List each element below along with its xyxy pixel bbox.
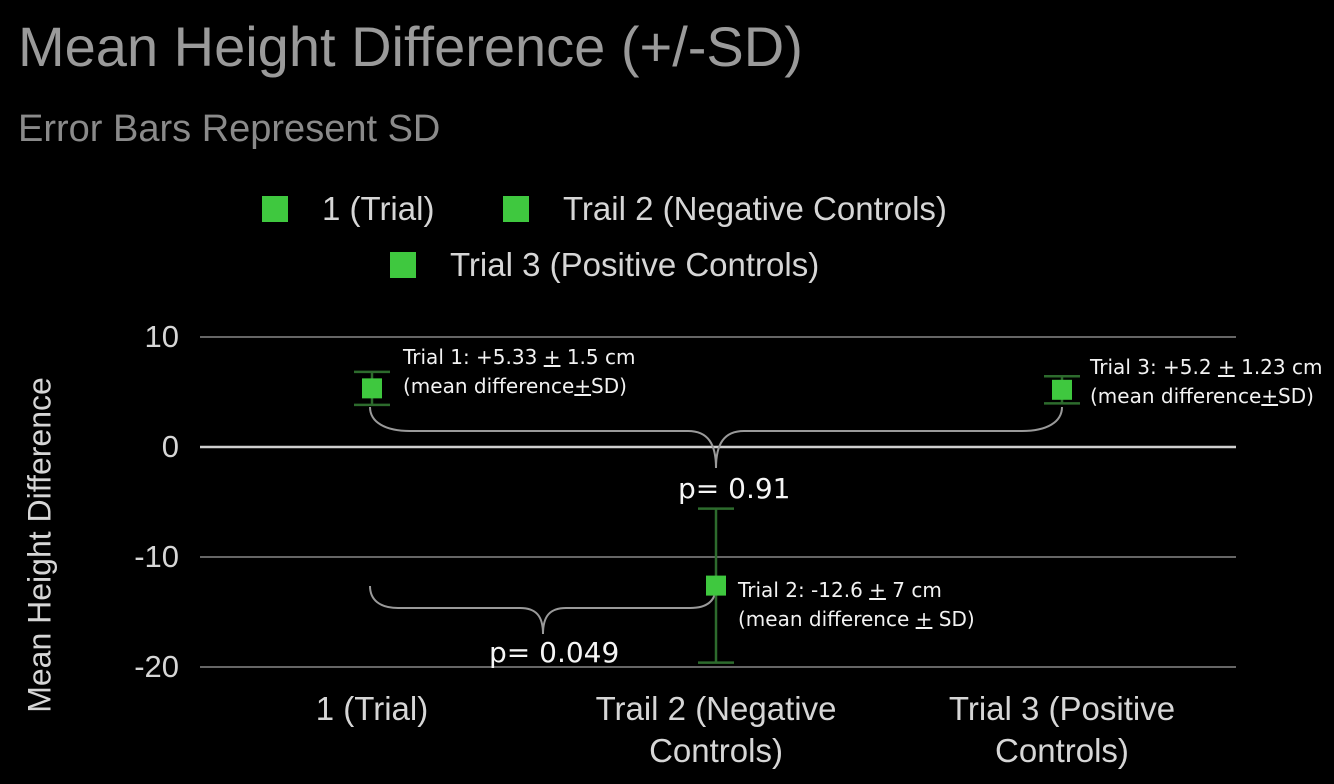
annotation-text: 7 cm: [885, 578, 942, 602]
annotation-text: 1.23 cm: [1234, 355, 1323, 379]
annotation-text: Trial 2: -12.6: [738, 578, 870, 602]
y-tick-label: 0: [161, 429, 179, 464]
legend-item-trial-2: Trail 2 (Negative Controls): [503, 190, 947, 228]
plus-minus-sign: +: [869, 578, 886, 602]
annotation-text: SD): [591, 374, 627, 398]
plus-minus-sign: +: [543, 345, 561, 369]
data-point: [1052, 379, 1072, 400]
p-value-trial1-trial2: p= 0.049: [489, 636, 620, 669]
annotation-trial-1: Trial 1: +5.33 + 1.5 cm (mean difference…: [403, 343, 635, 401]
annotation-text: SD): [1278, 384, 1314, 408]
legend-label-trial-2: Trail 2 (Negative Controls): [563, 190, 947, 227]
annotation-text: (mean difference: [738, 607, 916, 631]
bracket-trial1-trial3: [369, 406, 1063, 469]
annotation-line: (mean difference+SD): [403, 372, 635, 401]
x-tick-label-trial-2: Trail 2 (Negative Controls): [596, 688, 837, 772]
data-point: [706, 575, 726, 596]
y-tick-label: -20: [134, 649, 179, 684]
annotation-trial-2: Trial 2: -12.6 + 7 cm (mean difference +…: [738, 576, 975, 634]
y-tick-label: 10: [144, 319, 179, 354]
annotation-line: (mean difference + SD): [738, 605, 975, 634]
plus-minus-sign: +: [574, 374, 592, 398]
x-tick-label-line: 1 (Trial): [315, 690, 429, 727]
annotation-line: Trial 2: -12.6 + 7 cm: [738, 576, 975, 605]
annotation-text: Trial 3: +5.2: [1090, 355, 1218, 379]
legend-item-trial-3: Trial 3 (Positive Controls): [390, 246, 819, 284]
annotation-text: (mean difference: [403, 374, 575, 398]
annotation-text: Trial 1: +5.33: [403, 345, 544, 369]
plus-minus-sign: +: [915, 607, 933, 631]
annotation-line: Trial 3: +5.2 + 1.23 cm: [1090, 353, 1322, 382]
legend-item-trial-1: 1 (Trial): [262, 190, 434, 228]
chart-subtitle: Error Bars Represent SD: [18, 108, 441, 150]
annotation-text: SD): [932, 607, 975, 631]
legend-label-trial-3: Trial 3 (Positive Controls): [450, 246, 820, 283]
annotation-text: 1.5 cm: [560, 345, 636, 369]
legend-label-trial-1: 1 (Trial): [322, 190, 435, 227]
annotation-trial-3: Trial 3: +5.2 + 1.23 cm (mean difference…: [1090, 353, 1322, 411]
p-value-trial1-trial3: p= 0.91: [678, 472, 791, 505]
y-tick-label: -10: [134, 539, 179, 574]
chart-title: Mean Height Difference (+/-SD): [18, 15, 803, 78]
legend-swatch-trial-2: [503, 196, 529, 222]
legend-swatch-trial-3: [390, 252, 416, 278]
plus-minus-sign: +: [1261, 384, 1279, 408]
plus-minus-sign: +: [1217, 355, 1235, 379]
legend-swatch-trial-1: [262, 196, 288, 222]
annotation-text: (mean difference: [1090, 384, 1262, 408]
annotation-line: (mean difference+SD): [1090, 382, 1322, 411]
annotation-line: Trial 1: +5.33 + 1.5 cm: [403, 343, 635, 372]
x-tick-label-line: Controls): [649, 732, 783, 769]
x-tick-label-trial-3: Trial 3 (Positive Controls): [949, 688, 1175, 772]
bracket-trial1-trial2: [369, 585, 717, 635]
x-tick-label-line: Trial 3 (Positive: [948, 690, 1176, 727]
data-point: [362, 378, 382, 399]
x-tick-label-trial-1: 1 (Trial): [316, 688, 428, 730]
x-tick-label-line: Controls): [995, 732, 1129, 769]
x-tick-label-line: Trail 2 (Negative: [595, 690, 837, 727]
